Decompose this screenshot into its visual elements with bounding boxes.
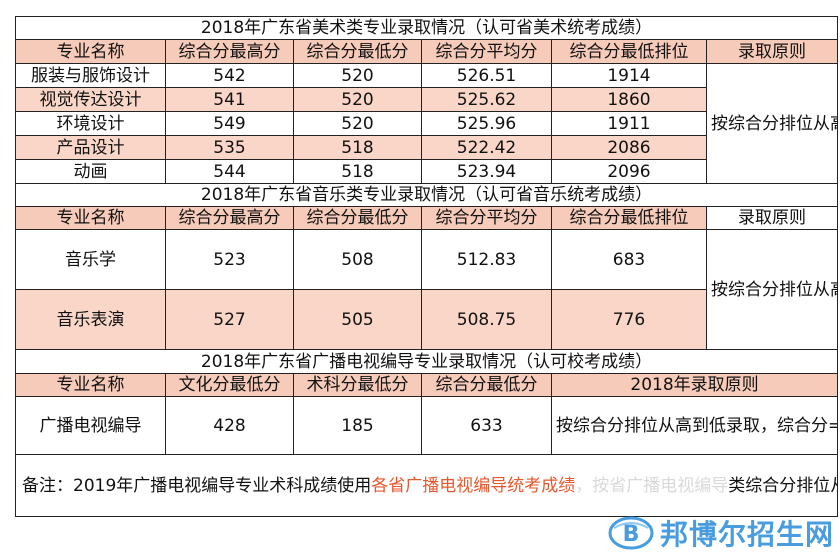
table-row: 视觉传达设计 541 520 525.62 1860 (15, 87, 838, 112)
table-cell: 428 (165, 396, 294, 455)
table-cell: 525.96 (421, 111, 552, 136)
table-cell: 1914 (551, 63, 707, 88)
header-cell: 综合分最低分 (421, 373, 552, 397)
music-section-title: 2018年广东省音乐类专业录取情况（认可省音乐统考成绩） (14, 183, 839, 207)
table-cell: 2096 (551, 159, 707, 184)
svg-text:B: B (623, 522, 640, 547)
major-name: 视觉传达设计 (15, 87, 166, 112)
table-row: 广播电视编导 428 185 633 按综合分排位从高到低录取，综合分=高考文化… (15, 396, 839, 455)
table-cell: 505 (293, 289, 422, 350)
watermark-text: 邦博尔招生网 (659, 518, 834, 551)
table-row: 环境设计 549 520 525.96 1911 (15, 111, 838, 136)
header-cell: 专业名称 (15, 39, 166, 64)
header-cell: 2018年录取原则 (550, 373, 839, 397)
header-cell: 专业名称 (15, 373, 166, 397)
table-cell: 776 (551, 289, 707, 350)
table-row: 音乐学 523 508 512.83 683 按综合分排位从高到低录取，综合分为… (15, 229, 839, 350)
table-cell: 508.75 (421, 289, 552, 350)
major-name: 音乐学 (15, 229, 166, 290)
major-name: 音乐表演 (15, 289, 166, 350)
table-cell: 525.62 (421, 87, 552, 112)
table-cell: 535 (165, 135, 294, 160)
footnote-highlight: 各省广播电视编导统考成绩 (371, 475, 576, 496)
table-cell: 518 (293, 159, 422, 184)
table-cell: 522.42 (421, 135, 552, 160)
header-cell: 综合分最高分 (165, 206, 294, 230)
table-cell: 520 (293, 63, 422, 88)
header-cell: 综合分最低排位 (551, 206, 707, 230)
broadcast-section-title: 2018年广东省广播电视编导专业录取情况（认可校考成绩） (14, 349, 839, 374)
table-row: 音乐表演 527 505 508.75 776 (15, 289, 838, 350)
major-name: 服装与服饰设计 (15, 63, 166, 88)
b-circle-logo-icon: B (608, 516, 654, 550)
broadcast-principle: 按综合分排位从高到低录取，综合分=高考文化分+校考术科分 (550, 396, 839, 455)
table-cell: 2086 (551, 135, 707, 160)
admission-tables: 2018年广东省美术类专业录取情况（认可省美术统考成绩） 专业名称 综合分最高分… (14, 16, 839, 556)
art-section-title: 2018年广东省美术类专业录取情况（认可省美术统考成绩） (14, 16, 839, 40)
footnote-prefix: 备注：2019年广播电视编导专业术科成绩使用 (22, 475, 372, 496)
major-name: 环境设计 (15, 111, 166, 136)
header-cell: 录取原则 (705, 39, 839, 64)
table-cell: 1911 (551, 111, 707, 136)
table-row: 动画 544 518 523.94 2096 (15, 159, 838, 184)
table-row: 产品设计 535 518 522.42 2086 (15, 135, 838, 160)
major-name: 广播电视编导 (15, 396, 166, 455)
table-row: 服装与服饰设计 542 520 526.51 1914 按综合分排位从高到低录取… (15, 63, 839, 184)
header-cell: 综合分最低分 (293, 206, 422, 230)
table-cell: 518 (293, 135, 422, 160)
admission-grid: 2018年广东省美术类专业录取情况（认可省美术统考成绩） 专业名称 综合分最高分… (14, 16, 839, 517)
header-cell: 综合分最低分 (293, 39, 422, 64)
table-cell: 542 (165, 63, 294, 88)
table-cell: 1860 (551, 87, 707, 112)
footnote-faded: ，按省广播电视编导 (575, 475, 729, 496)
header-cell: 综合分平均分 (421, 39, 552, 64)
table-cell: 520 (293, 87, 422, 112)
table-cell: 512.83 (421, 229, 552, 290)
table-cell: 508 (293, 229, 422, 290)
header-cell: 综合分最高分 (165, 39, 294, 64)
table-cell: 527 (165, 289, 294, 350)
major-name: 动画 (15, 159, 166, 184)
table-cell: 549 (165, 111, 294, 136)
table-cell: 520 (293, 111, 422, 136)
watermark: B 邦博尔招生网 (608, 513, 834, 553)
table-cell: 185 (293, 396, 422, 455)
header-cell: 录取原则 (705, 206, 839, 230)
table-cell: 526.51 (421, 63, 552, 88)
header-cell: 综合分最低排位 (551, 39, 707, 64)
table-cell: 541 (165, 87, 294, 112)
major-name: 产品设计 (15, 135, 166, 160)
table-cell: 633 (421, 396, 552, 455)
art-header-row: 专业名称 综合分最高分 综合分最低分 综合分平均分 综合分最低排位 录取原则 (15, 39, 839, 64)
table-cell: 523.94 (421, 159, 552, 184)
table-cell: 683 (551, 229, 707, 290)
table-cell: 523 (165, 229, 294, 290)
header-cell: 综合分平均分 (421, 206, 552, 230)
footnote: 备注：2019年广播电视编导专业术科成绩使用各省广播电视编导统考成绩，按省广播电… (14, 454, 839, 517)
music-header-row: 专业名称 综合分最高分 综合分最低分 综合分平均分 综合分最低排位 录取原则 (15, 206, 839, 230)
art-principle: 按综合分排位从高到低录取，综合分为广东省美术类综合分 (705, 63, 839, 184)
table-cell: 544 (165, 159, 294, 184)
header-cell: 术科分最低分 (293, 373, 422, 397)
header-cell: 文化分最低分 (165, 373, 294, 397)
music-principle: 按综合分排位从高到低录取，综合分为广东省音乐类综合分 (705, 229, 839, 350)
footnote-suffix: 类综合分排位从高到低录取。 (728, 475, 836, 496)
broadcast-header-row: 专业名称 文化分最低分 术科分最低分 综合分最低分 2018年录取原则 (15, 373, 839, 397)
header-cell: 专业名称 (15, 206, 166, 230)
